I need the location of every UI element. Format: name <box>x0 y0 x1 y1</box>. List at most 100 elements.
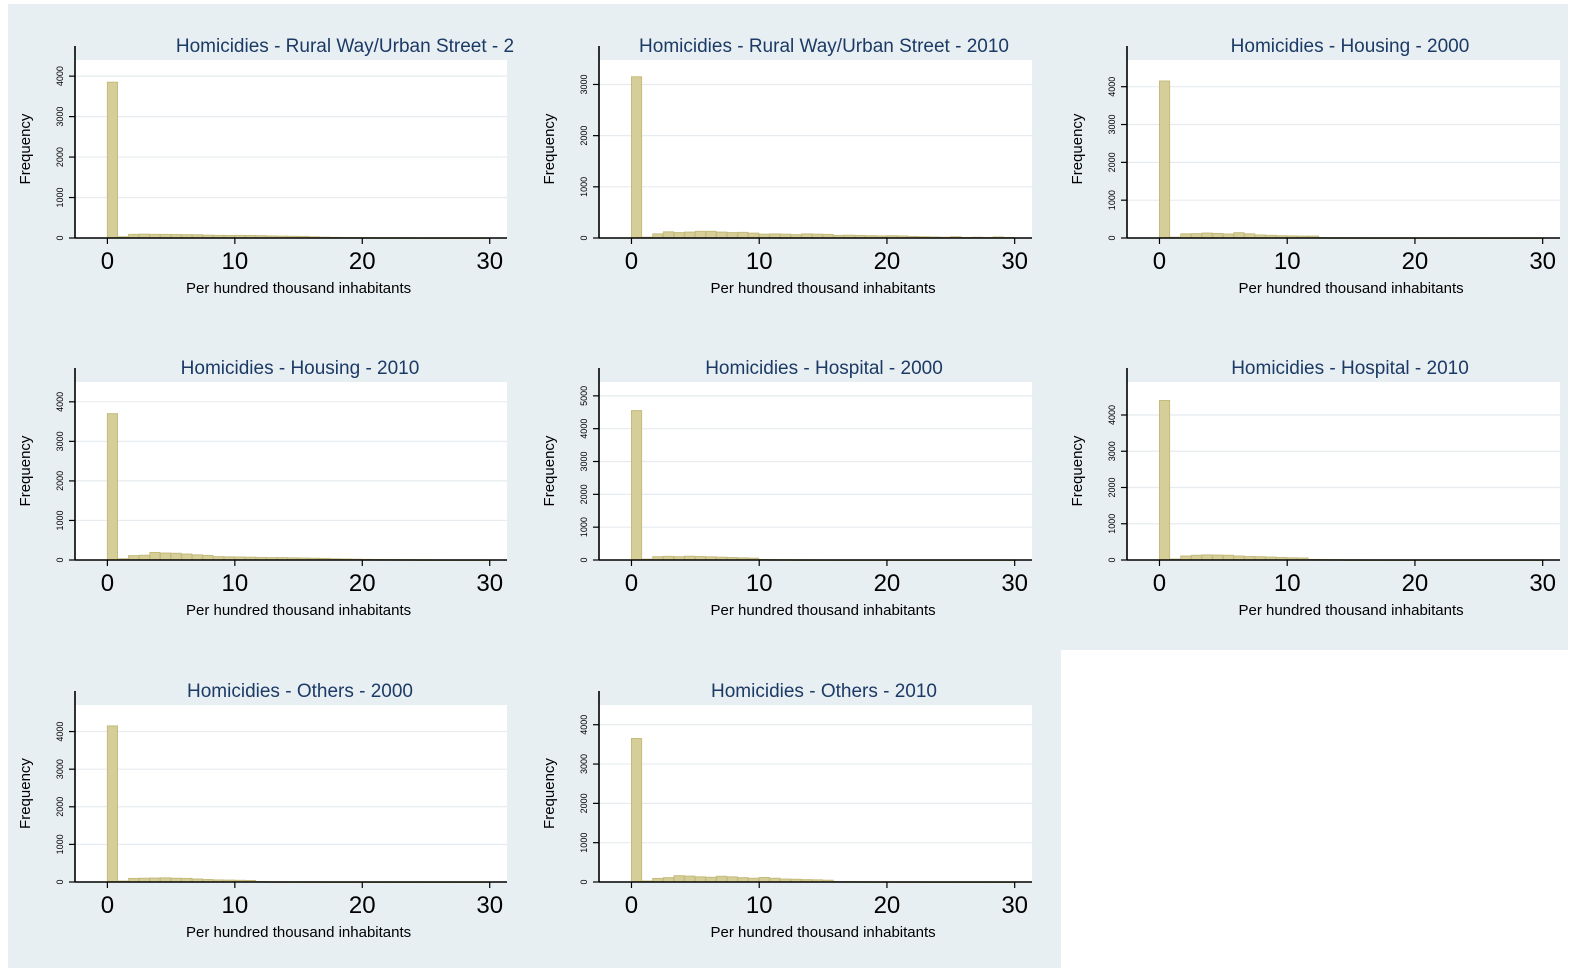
x-tick-label: 0 <box>625 570 638 597</box>
histogram-bar <box>630 737 643 883</box>
y-tick-label: 3000 <box>55 107 65 127</box>
y-axis-label: Frequency <box>17 113 34 184</box>
x-axis-label: Per hundred thousand inhabitants <box>186 280 411 297</box>
x-tick-label: 30 <box>1001 570 1028 597</box>
y-tick-label: 2000 <box>1107 152 1117 172</box>
x-tick-label: 20 <box>1402 248 1429 275</box>
y-tick-label: 3000 <box>579 754 589 774</box>
plot-area <box>599 705 1032 882</box>
x-tick-label: 30 <box>1001 248 1028 275</box>
histogram-bar <box>716 231 728 239</box>
y-tick-label: 4000 <box>1107 77 1117 97</box>
histogram-panel: 0 1000 2000 3000 4000 5000 0 10 20 30 Homicidies -… <box>541 358 1032 619</box>
x-axis-label: Per hundred thousand inhabitants <box>1238 602 1463 619</box>
x-tick-label: 30 <box>1529 570 1556 597</box>
y-tick-label: 4000 <box>579 419 589 439</box>
y-tick-label: 3000 <box>579 74 589 94</box>
x-axis-label: Per hundred thousand inhabitants <box>710 602 935 619</box>
chart-title: Homicidies - Hospital - 2010 <box>1231 358 1469 379</box>
chart-title: Homicidies - Others - 2010 <box>711 681 937 702</box>
plot-area <box>75 705 507 882</box>
histogram-bar <box>159 552 172 561</box>
x-tick-label: 10 <box>221 892 248 919</box>
y-tick-label: 1000 <box>579 517 589 537</box>
y-tick-label: 2000 <box>55 471 65 491</box>
x-tick-label: 20 <box>349 570 376 597</box>
plot-area <box>1127 382 1560 560</box>
x-tick-label: 20 <box>349 248 376 275</box>
plot-area <box>1127 60 1560 238</box>
chart-title: Homicidies - Rural Way/Urban Street - 20… <box>639 36 1009 57</box>
x-tick-label: 30 <box>1001 892 1028 919</box>
x-tick-label: 30 <box>476 892 503 919</box>
y-tick-label: 1000 <box>55 188 65 208</box>
x-tick-label: 20 <box>874 248 901 275</box>
y-tick-label: 1000 <box>579 833 589 853</box>
y-axis-label: Frequency <box>541 758 558 829</box>
x-tick-label: 10 <box>746 892 773 919</box>
x-tick-label: 20 <box>874 570 901 597</box>
histogram-bar <box>630 76 643 239</box>
histogram-bar <box>737 231 749 239</box>
x-axis-label: Per hundred thousand inhabitants <box>186 924 411 941</box>
y-tick-label: 3000 <box>55 431 65 451</box>
y-tick-label: 0 <box>55 879 65 884</box>
plot-area <box>75 60 507 238</box>
x-tick-label: 0 <box>101 892 114 919</box>
histogram-bar <box>1158 80 1171 239</box>
y-tick-label: 1000 <box>1107 514 1117 534</box>
histogram-bar <box>181 553 193 561</box>
plot-area <box>599 60 1032 238</box>
y-tick-label: 3000 <box>579 451 589 471</box>
y-tick-label: 2000 <box>55 797 65 817</box>
histogram-bar <box>630 410 643 561</box>
y-axis-label: Frequency <box>1069 113 1086 184</box>
y-tick-label: 2000 <box>55 147 65 167</box>
histogram-bar <box>684 875 696 883</box>
histogram-bar <box>1158 400 1171 561</box>
histogram-bar <box>170 552 182 561</box>
histogram-bar <box>662 231 675 239</box>
histogram-bar <box>149 551 161 561</box>
histogram-panel: 0 1000 2000 3000 4000 0 10 20 30 Homicidies - Oth… <box>17 681 507 941</box>
chart-title: Homicidies - Others - 2000 <box>187 681 413 702</box>
x-axis-label: Per hundred thousand inhabitants <box>710 924 935 941</box>
y-tick-label: 5000 <box>579 386 589 406</box>
x-tick-label: 30 <box>476 248 503 275</box>
y-tick-label: 0 <box>579 879 589 884</box>
chart-title: Homicidies - Housing - 2010 <box>181 358 420 379</box>
y-tick-label: 1000 <box>579 177 589 197</box>
x-axis-label: Per hundred thousand inhabitants <box>186 602 411 619</box>
y-tick-label: 2000 <box>579 793 589 813</box>
plot-area <box>599 382 1032 560</box>
histogram-bar <box>673 875 685 883</box>
histogram-bar <box>684 231 696 239</box>
x-axis-label: Per hundred thousand inhabitants <box>1238 280 1463 297</box>
y-tick-label: 4000 <box>579 715 589 735</box>
histogram-bar <box>106 725 119 883</box>
y-tick-label: 1000 <box>55 510 65 530</box>
y-tick-label: 0 <box>55 557 65 562</box>
x-tick-label: 0 <box>1153 570 1166 597</box>
y-axis-label: Frequency <box>17 435 34 506</box>
histogram-panel: 0 1000 2000 3000 4000 0 10 20 30 Homicidies - Hou… <box>17 358 507 619</box>
x-tick-label: 10 <box>221 248 248 275</box>
y-tick-label: 0 <box>579 557 589 562</box>
x-tick-label: 0 <box>101 248 114 275</box>
histogram-panel: 0 1000 2000 3000 4000 0 10 20 30 Homicidies - Hou… <box>1069 36 1560 297</box>
histogram-bar <box>106 413 119 561</box>
histogram-panel: 0 1000 2000 3000 4000 0 10 20 30 Homicidies - Hos… <box>1069 358 1560 619</box>
y-tick-label: 0 <box>55 235 65 240</box>
chart-title: Homicidies - Hospital - 2000 <box>705 358 943 379</box>
x-tick-label: 10 <box>746 570 773 597</box>
histogram-panel: 0 1000 2000 3000 0 10 20 30 Homicidies - Rural W… <box>541 36 1032 297</box>
x-tick-label: 20 <box>874 892 901 919</box>
y-tick-label: 3000 <box>1107 441 1117 461</box>
y-tick-label: 2000 <box>579 126 589 146</box>
y-axis-label: Frequency <box>1069 435 1086 506</box>
chart-title: Homicidies - Rural Way/Urban Street - 2 <box>176 36 514 57</box>
x-tick-label: 10 <box>746 248 773 275</box>
x-tick-label: 0 <box>1153 248 1166 275</box>
x-tick-label: 10 <box>1274 570 1301 597</box>
